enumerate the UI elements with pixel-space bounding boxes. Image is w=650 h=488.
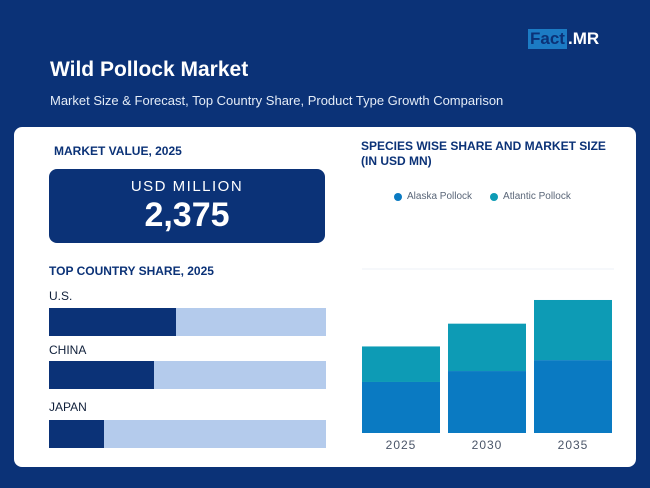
legend-label-atlantic: Atlantic Pollock	[503, 191, 571, 202]
legend-dot-alaska	[394, 192, 402, 201]
bar-atlantic-2025	[362, 346, 440, 382]
country-bar-fill-japan	[49, 420, 105, 448]
x-tick-label-2025: 2025	[386, 438, 417, 452]
legend-label-alaska: Alaska Pollock	[407, 191, 473, 202]
page-subtitle: Market Size & Forecast, Top Country Shar…	[50, 93, 504, 108]
logo-mr-text: .MR	[567, 29, 600, 48]
content-card: MARKET VALUE, 2025 USD MILLION 2,375 TOP…	[14, 127, 636, 467]
market-value-box: USD MILLION 2,375	[49, 169, 325, 243]
bar-alaska-2030	[448, 371, 526, 433]
country-name-japan: JAPAN	[49, 400, 87, 414]
factmr-logo: Fact .MR	[528, 29, 599, 49]
x-tick-label-2030: 2030	[472, 438, 503, 452]
bar-alaska-2025	[362, 381, 440, 433]
legend-item-alaska: Alaska Pollock	[394, 191, 472, 202]
legend-item-atlantic: Atlantic Pollock	[490, 191, 571, 202]
x-tick-label-2035: 2035	[558, 438, 589, 452]
legend-dot-atlantic	[490, 192, 499, 201]
market-value-unit: USD MILLION	[130, 178, 244, 195]
country-share-label: TOP COUNTRY SHARE, 2025	[49, 264, 214, 278]
country-bar-fill-us	[49, 308, 177, 336]
country-name-china: CHINA	[49, 343, 87, 357]
country-name-us: U.S.	[49, 289, 73, 303]
chart-legend: Alaska Pollock Atlantic Pollock	[394, 191, 589, 202]
country-bar-japan	[49, 420, 326, 448]
country-bar-china	[49, 361, 326, 389]
logo-fact-text: Fact	[528, 29, 567, 49]
market-value-number: 2,375	[144, 196, 230, 234]
bar-atlantic-2030	[448, 323, 526, 372]
bar-alaska-2035	[534, 360, 612, 433]
species-bar-chart: 2025 2030 2035	[362, 268, 614, 452]
country-bar-fill-china	[49, 361, 155, 389]
bar-atlantic-2035	[534, 299, 612, 361]
market-value-label: MARKET VALUE, 2025	[54, 144, 182, 158]
chart-title: SPECIES WISE SHARE AND MARKET SIZE (IN U…	[361, 139, 606, 168]
country-bar-us	[49, 308, 326, 336]
page-title: Wild Pollock Market	[50, 58, 249, 81]
